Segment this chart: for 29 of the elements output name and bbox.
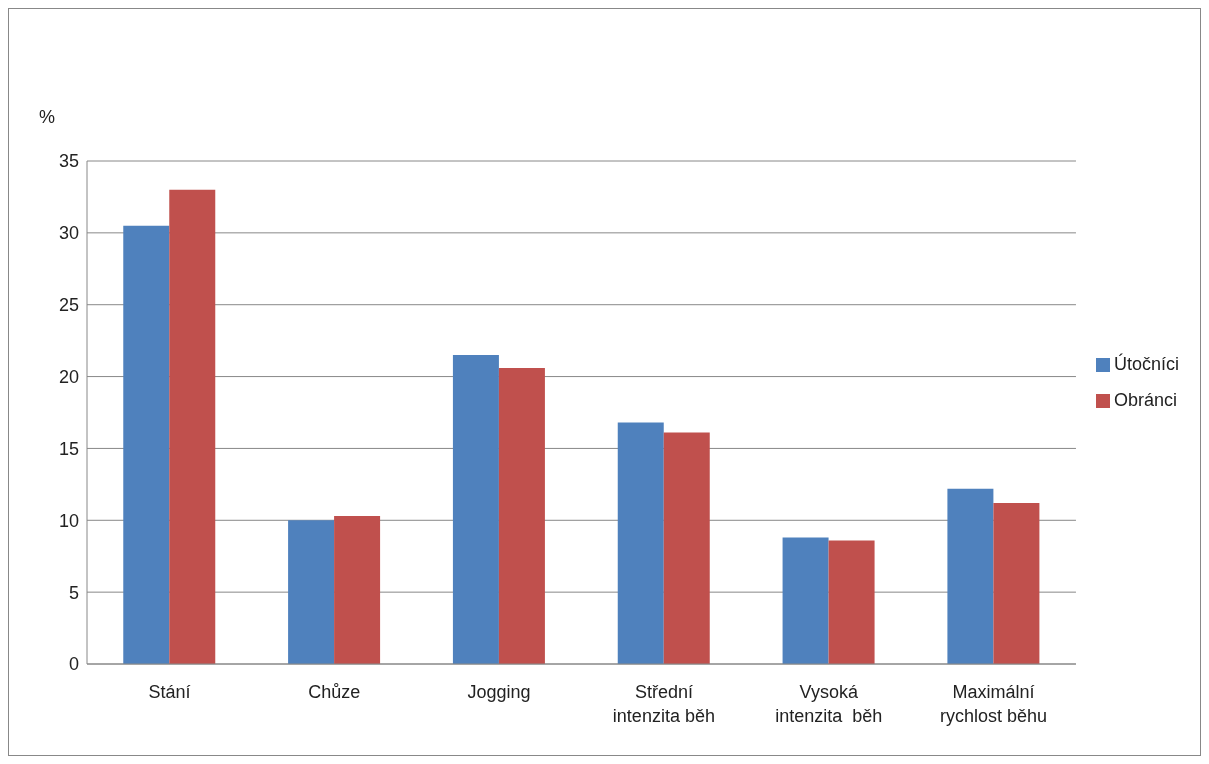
y-axis-title: % [39, 107, 56, 128]
y-tick-label: 20 [58, 366, 79, 387]
bar [123, 225, 170, 664]
y-tick-label: 5 [68, 582, 79, 603]
y-tick-label: 25 [58, 295, 79, 316]
bar [334, 515, 381, 664]
bar [617, 422, 664, 664]
y-tick-label: 10 [58, 510, 79, 531]
y-tick-label: 15 [58, 438, 79, 459]
x-tick-label: Chůze [308, 682, 361, 702]
x-tick-label: Jogging [467, 682, 531, 702]
bar [782, 537, 829, 664]
y-tick-label: 0 [68, 654, 79, 675]
bar [169, 189, 216, 664]
legend-label: Útočníci [1113, 353, 1179, 374]
bar [452, 355, 499, 664]
y-tick-label: 35 [58, 151, 79, 172]
bar [828, 540, 875, 664]
bar [498, 367, 545, 664]
x-tick-label: Stání [148, 682, 191, 702]
legend-label: Obránci [1113, 389, 1177, 410]
bar [288, 520, 335, 664]
y-tick-label: 30 [58, 223, 79, 244]
x-tick-label: Vysoká intenzita běh [775, 682, 883, 726]
bar [993, 503, 1040, 664]
bar [663, 432, 710, 664]
x-tick-label: Střední intenzita běh [612, 682, 715, 726]
bar [947, 488, 994, 664]
x-tick-label: Maximální rychlost běhu [940, 682, 1048, 726]
